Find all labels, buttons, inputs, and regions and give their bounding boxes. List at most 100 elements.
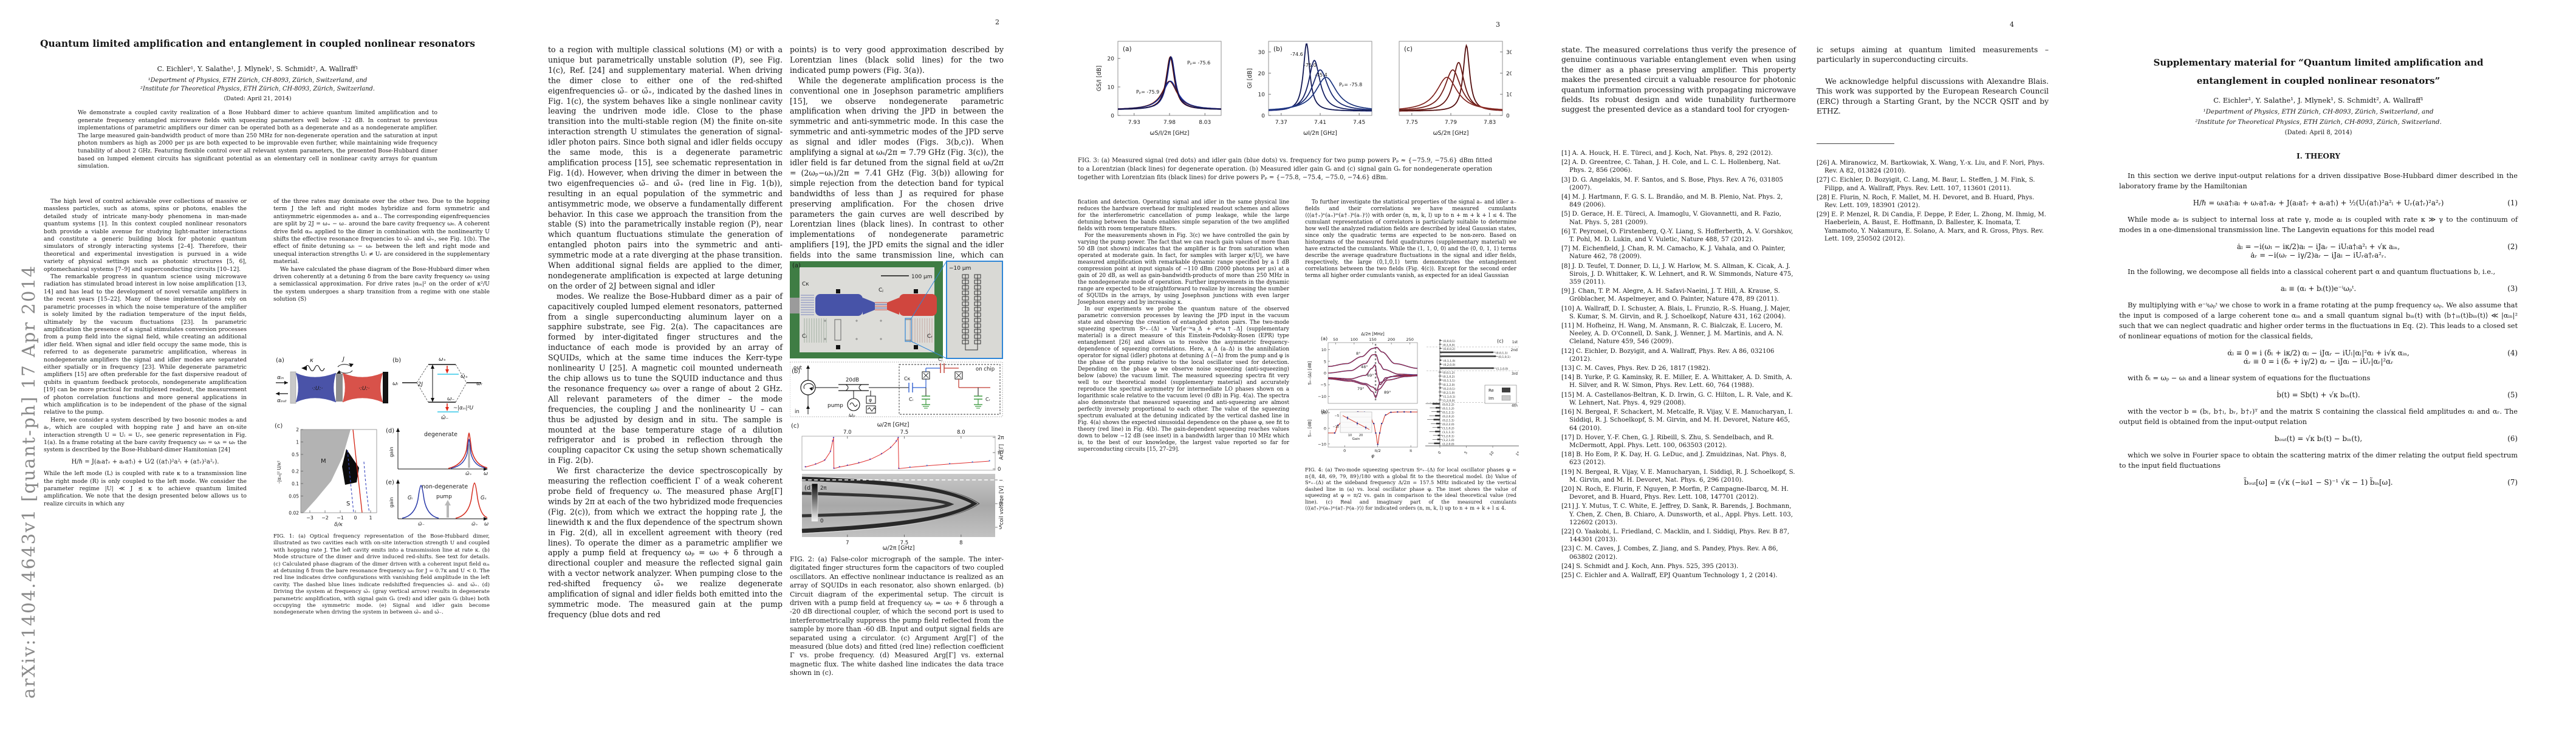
panel-b-label: (b): [792, 368, 800, 375]
figure-1: (a) κ J ·:U:· ·:U:· αᵢₙ αₒᵤₜ (b) ωₗ ωᵣ ω₊ ω₋ 2J ω̃₊ ω̃…: [275, 356, 488, 528]
reference-item: [15] M. A. Castellanos-Beltran, K. D. Ir…: [1561, 391, 1793, 406]
y-axis-label: S₊₋ [dB]: [1307, 419, 1312, 437]
reference-item: [7] M. Eichenfield, J. Chan, R. M. Camac…: [1561, 245, 1786, 261]
2J-label: 2J: [418, 382, 423, 388]
x-tick: 150: [1369, 337, 1376, 342]
reference-item: [2] A. D. Greentree, C. Tahan, J. H. Col…: [1561, 159, 1781, 174]
x-tick: 0: [1437, 451, 1442, 456]
omega-tilde-plus-tick: ω̃₊: [471, 521, 478, 527]
supplementary-paragraph: with δᵢ = ωₚ − ωᵢ and a linear system of…: [2128, 374, 2371, 382]
page4-right-top: ic setups aiming at quantum limited meas…: [1817, 46, 2049, 64]
inset-x-axis-label: Gain: [1352, 437, 1360, 441]
y-tick: −5: [999, 477, 1004, 484]
alpha-out-label: αₒᵤₜ: [277, 398, 287, 404]
cumulant-label: (0,0,1,2): [1443, 371, 1455, 375]
order-group-label: 1st: [1512, 340, 1518, 344]
panel-a-label: (a): [1321, 336, 1327, 341]
U-right-label: ·:U:·: [358, 386, 370, 392]
panel-c-label: (c): [791, 423, 799, 430]
equation-number: (7): [2507, 478, 2518, 487]
equation: aᵢ ≡ (αᵢ + bᵢ(t))e⁻ⁱωₚᵗ. (3): [2280, 284, 2518, 293]
page2-left-column: to a region with multiple classical solu…: [548, 45, 783, 620]
cumulant-label: (0,1,1,0): [1444, 360, 1456, 363]
x-tick: 7.75: [1406, 120, 1418, 126]
omega-plus-label: ω₊: [439, 357, 447, 363]
cumulant-label: (0,2,1,0): [1443, 391, 1455, 395]
fig1-panel-e-nondegenerate: (e) gain non-degenerate Gᵢ Gₛ pump ω̃₋ ω̃₊ ω: [386, 479, 488, 527]
y-tick: 0.2: [292, 468, 299, 474]
supplementary-body: In this section we derive input-output r…: [2119, 169, 2518, 494]
omega-tilde-plus-tick: ω̃₊: [465, 471, 472, 476]
reference-item: [29] E. P. Menzel, R. Di Candia, F. Depp…: [1817, 211, 2046, 242]
page3-right-column: To further investigate the statistical p…: [1305, 199, 1516, 279]
kappa-label: κ: [310, 357, 313, 364]
equation: b̃ₒᵤₜ[ω] = (√κ (−iω1 − S)⁻¹ √κ − 1) b̃ᵢₙ…: [2244, 478, 2518, 487]
paragraph: fication and detection. Operating signal…: [1078, 199, 1289, 232]
x-tick: 7: [846, 540, 849, 546]
cumulant-label: (1,1,0,2): [1442, 426, 1454, 430]
equation: H/ℏ = ωₗa†ₗaₗ + ωᵣa†ᵣaᵣ + J(aₗa†ᵣ + aᵣa†…: [2193, 199, 2518, 207]
cumulant-label: (0,1,1,2): [1442, 407, 1454, 411]
equation-number: (5): [2507, 391, 2518, 399]
signal-gain-label: Gₛ: [481, 495, 487, 501]
y-tick: 0.1: [292, 481, 299, 487]
y-tick: −10: [1318, 394, 1326, 399]
x-tick: π: [1410, 448, 1412, 453]
out-label: out: [793, 365, 803, 371]
cumulant-label: (0,1,2,1): [1442, 411, 1454, 414]
CL-circuit-label: Cₗ: [909, 397, 913, 402]
x-axis-label: ω/2π [GHz]: [877, 422, 909, 428]
reference-item: [6] T. Peyronel, O. Firstenberg, Q.-Y. L…: [1561, 228, 1793, 244]
colorbar-min-label: 0: [820, 518, 823, 524]
y-axis-label: GI [dB]: [1247, 68, 1253, 88]
page-number: 2: [995, 18, 999, 26]
y-tick: 10: [1321, 411, 1326, 416]
x-axis-label: Δ/2π [MHz]: [1361, 332, 1385, 337]
reference-item: [26] A. Miranowicz, M. Bartkowiak, X. Wa…: [1817, 160, 2045, 175]
y-tick: 30: [1258, 50, 1266, 56]
cumulant-label: (0,2,0,2): [1442, 415, 1454, 419]
hopping-label: J: [341, 356, 344, 363]
cumulant-label: (2,2,0,0): [1442, 443, 1454, 447]
y-tick: 30: [1506, 50, 1512, 56]
equation: α̇ₗ ≡ 0 = i (δₗ + iκ/2) αₗ − iJαᵣ − iUₗ|…: [2227, 349, 2518, 366]
y-tick: 0.5: [292, 452, 299, 457]
inset-y-tick: −15: [1332, 425, 1339, 429]
figure-4-caption: FIG. 4: (a) Two-mode squeezing spectrum …: [1305, 467, 1516, 511]
order-group-label: 4th: [1512, 403, 1518, 408]
y-tick: 10: [1506, 92, 1512, 98]
CJ-circuit-label: Cⱼ: [938, 357, 942, 362]
omega-R-label: ωᵣ: [476, 381, 483, 387]
degenerate-label: degenerate: [424, 431, 457, 438]
drive-shift-label: ~|αᵢₙ|²U: [453, 405, 474, 411]
x-tick: 7.83: [1484, 120, 1496, 126]
panel-e-label: (e): [386, 479, 394, 486]
reference-item: [10] A. Wallraff, D. I. Schuster, A. Bla…: [1561, 305, 1790, 320]
x-tick: 100: [1351, 337, 1358, 342]
y-tick: 2: [296, 427, 299, 433]
cumulant-label: (1,1,0,1): [1444, 395, 1456, 399]
region-P-label: P: [348, 473, 351, 479]
x-axis-label: δ/κ: [334, 522, 343, 528]
panel-a-label: (a): [792, 262, 801, 269]
phase-annotation: 8°: [1356, 351, 1360, 356]
CJ-label: Cⱼ: [879, 287, 883, 293]
phase-shifter-icon: φ: [869, 397, 872, 403]
affiliation-2: ²Institute for Theoretical Physics, ETH …: [140, 86, 375, 92]
y-axis-label: S₊₋(Δ) [dB]: [1307, 361, 1312, 385]
x-axis-label: ω/2π [GHz]: [883, 545, 915, 550]
supplementary-title-line2: entanglement in coupled nonlinear resona…: [2196, 75, 2441, 86]
reference-item: [16] N. Bergeal, F. Schackert, M. Metcal…: [1561, 409, 1793, 432]
supplementary-authors: C. Eichler¹, Y. Salathe¹, J. Mlynek¹, S.…: [2213, 96, 2424, 104]
re-bar: [1440, 367, 1494, 369]
on-chip-label: on chip: [976, 366, 995, 372]
supplementary-paragraph: which we solve in Fourier space to obtai…: [2119, 451, 2518, 470]
reference-item: [18] B. Ho Eom, P. K. Day, H. G. LeDuc, …: [1561, 451, 1787, 467]
x-tick: 0: [354, 515, 357, 521]
fig3-panel(b): (b) 7.37 7.41 7.45 0 10 20 30 ωI/2π [GHz] GI [dB]…: [1247, 41, 1372, 137]
reference-item: [25] C. Eichler and A. Wallraff, EPJ Qua…: [1561, 572, 1778, 579]
y-tick: 0: [1111, 114, 1114, 120]
panel-label: (b): [1273, 46, 1283, 53]
